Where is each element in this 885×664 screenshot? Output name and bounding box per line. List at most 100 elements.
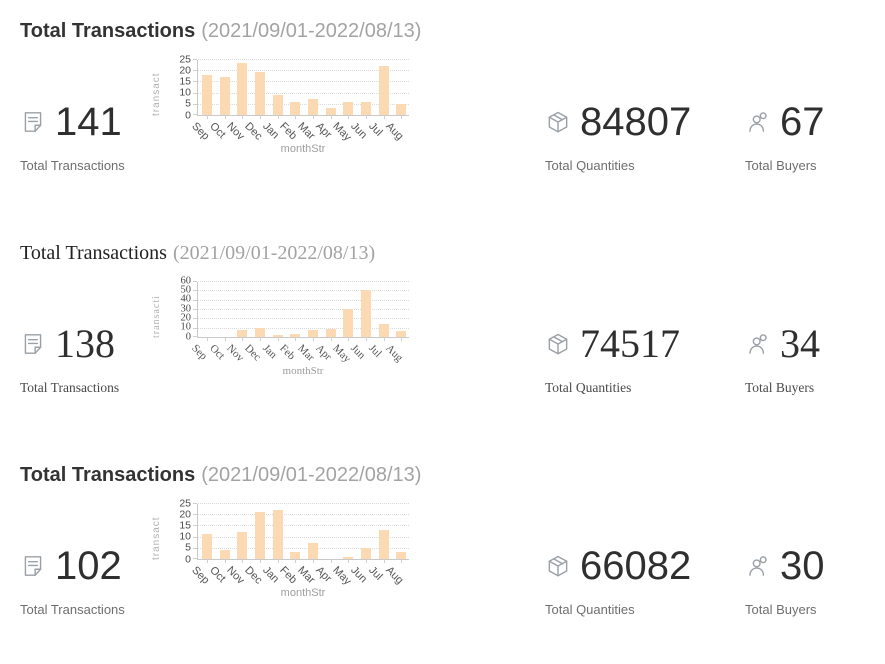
x-tick-mark bbox=[401, 559, 403, 563]
spacer bbox=[425, 494, 545, 646]
x-tick-label: Jun bbox=[348, 564, 370, 586]
total-transactions-label: Total Transactions bbox=[20, 380, 120, 395]
x-tick-label: Feb bbox=[277, 564, 300, 587]
x-tick-mark bbox=[365, 559, 367, 563]
y-tick-mark bbox=[193, 327, 197, 329]
total-quantities-label: Total Quantities bbox=[545, 380, 632, 395]
y-axis-title: transact bbox=[151, 516, 162, 560]
total-quantities-stat: 84807 Total Quantities bbox=[545, 50, 745, 202]
y-tick-label: 20 bbox=[180, 312, 192, 324]
x-tick-mark bbox=[295, 559, 297, 563]
x-tick-mark bbox=[348, 559, 350, 563]
y-tick-mark bbox=[193, 92, 197, 94]
x-tick-mark bbox=[224, 337, 226, 341]
y-tick-mark bbox=[193, 525, 197, 527]
stats-panel-2: Total Transactions (2021/09/01-2022/08/13… bbox=[0, 240, 885, 424]
y-tick-label: 5 bbox=[185, 541, 191, 554]
bar-feb bbox=[290, 102, 301, 115]
bar-jun bbox=[360, 548, 371, 559]
x-tick-label: May bbox=[330, 342, 354, 366]
x-tick-label: Jul bbox=[365, 342, 384, 360]
y-tick-mark bbox=[193, 318, 197, 320]
stat-top: 30 bbox=[745, 546, 885, 586]
x-tick-mark bbox=[206, 115, 208, 119]
total-quantities-stat: 66082 Total Quantities bbox=[545, 494, 745, 646]
x-tick-label: Nov bbox=[224, 120, 247, 143]
x-tick-label: Feb bbox=[277, 342, 298, 363]
x-tick-label: Oct bbox=[206, 342, 227, 363]
x-tick-mark bbox=[401, 337, 403, 341]
bar-nov bbox=[237, 532, 248, 559]
x-tick-mark bbox=[277, 115, 279, 119]
gridline bbox=[198, 318, 409, 320]
gridline bbox=[198, 70, 409, 72]
panel-date-range: (2021/09/01-2022/08/13) bbox=[201, 20, 422, 42]
x-tick-mark bbox=[365, 115, 367, 119]
x-tick-label: Apr bbox=[312, 120, 334, 141]
bar-jan bbox=[272, 95, 283, 115]
bar-sep bbox=[201, 534, 212, 559]
bar-may bbox=[343, 309, 354, 337]
stat-top: 66082 bbox=[545, 546, 745, 586]
y-tick-mark bbox=[193, 558, 197, 559]
bar-chart: transact 0 5 10 15 20 25 monthStr Sep Oct Nov De… bbox=[151, 498, 425, 608]
y-tick-mark bbox=[193, 336, 197, 337]
x-tick-mark bbox=[242, 337, 244, 341]
x-tick-label: Nov bbox=[224, 564, 247, 587]
gridline bbox=[198, 103, 409, 105]
spacer bbox=[425, 50, 545, 202]
x-tick-label: Aug bbox=[383, 342, 406, 365]
x-tick-label: Jan bbox=[259, 342, 279, 362]
total-quantities-value: 84807 bbox=[580, 100, 692, 144]
total-transactions-value: 141 bbox=[55, 100, 122, 144]
chart-wrap: transacti 0 10 20 30 40 50 60 monthStr Sep Oct N… bbox=[145, 272, 425, 424]
y-tick-label: 10 bbox=[179, 530, 191, 543]
bar-jun bbox=[360, 102, 371, 115]
x-tick-mark bbox=[295, 337, 297, 341]
total-buyers-stat: 34 Total Buyers bbox=[745, 272, 885, 424]
bar-aug bbox=[396, 331, 407, 337]
total-quantities-value: 66082 bbox=[580, 544, 692, 588]
y-tick-label: 15 bbox=[179, 519, 191, 532]
x-tick-label: Oct bbox=[206, 120, 228, 141]
x-tick-mark bbox=[348, 337, 350, 341]
gridline bbox=[198, 290, 409, 292]
bar-mar bbox=[307, 99, 318, 115]
document-icon bbox=[20, 109, 46, 135]
x-axis-labels: monthStr Sep Oct Nov Dec Jan Feb Mar Apr May Jun J… bbox=[189, 116, 425, 164]
y-tick-label: 20 bbox=[179, 63, 191, 76]
x-tick-mark bbox=[312, 115, 314, 119]
bar-jul bbox=[378, 324, 389, 337]
x-tick-label: Jan bbox=[259, 564, 281, 586]
document-icon bbox=[20, 553, 46, 579]
total-buyers-value: 67 bbox=[780, 100, 825, 144]
x-tick-label: Nov bbox=[224, 342, 247, 365]
y-tick-mark bbox=[193, 290, 197, 292]
x-tick-mark bbox=[383, 337, 385, 341]
total-buyers-stat: 30 Total Buyers bbox=[745, 494, 885, 646]
y-tick-mark bbox=[193, 514, 197, 516]
x-tick-label: Jun bbox=[348, 120, 370, 142]
bar-oct bbox=[219, 77, 230, 115]
stat-top: 74517 bbox=[545, 324, 745, 364]
stat-top: 141 bbox=[20, 102, 145, 142]
bar-aug bbox=[396, 552, 407, 559]
x-tick-mark bbox=[401, 115, 403, 119]
gridline bbox=[198, 92, 409, 94]
bar-chart: transacti 0 10 20 30 40 50 60 monthStr Sep Oct N… bbox=[151, 275, 425, 386]
x-tick-mark bbox=[330, 115, 332, 119]
y-tick-mark bbox=[193, 103, 197, 105]
total-transactions-label: Total Transactions bbox=[20, 602, 125, 617]
package-box-icon bbox=[545, 553, 571, 579]
y-tick-label: 15 bbox=[179, 75, 191, 88]
x-tick-label: May bbox=[330, 120, 354, 144]
x-tick-label: Dec bbox=[242, 120, 265, 143]
y-tick-mark bbox=[193, 59, 197, 60]
total-buyers-value: 34 bbox=[780, 321, 820, 366]
bar-jan bbox=[272, 335, 283, 337]
panel-date-range: (2021/09/01-2022/08/13) bbox=[172, 242, 376, 264]
x-tick-mark bbox=[206, 559, 208, 563]
panel-title-text: Total Transactions bbox=[20, 242, 167, 264]
stat-top: 67 bbox=[745, 102, 885, 142]
bar-nov bbox=[237, 63, 248, 115]
